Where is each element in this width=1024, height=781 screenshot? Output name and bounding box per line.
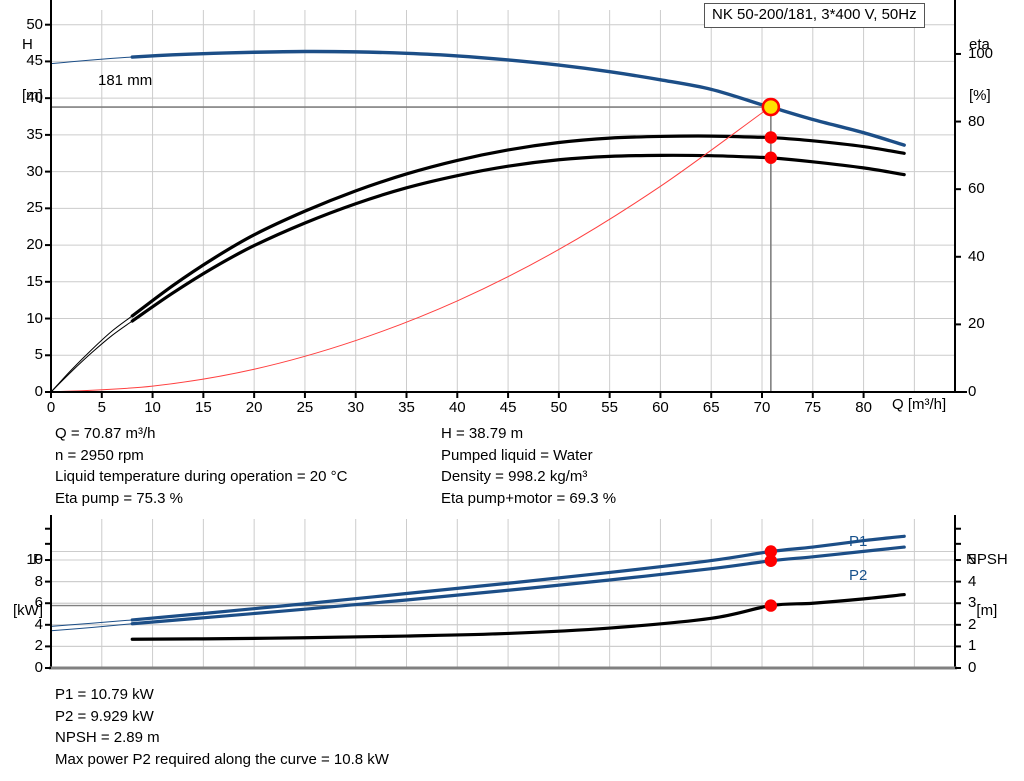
- info-eta-pump: Eta pump = 75.3 %: [55, 489, 183, 507]
- p-axis-title-line1: P: [32, 551, 43, 568]
- npsh-axis-title: NPSH [m]: [966, 517, 1008, 653]
- head-eta-plot: [45, 0, 967, 398]
- q-tick-label: 70: [753, 399, 771, 416]
- info-flow: Q = 70.87 m³/h: [55, 425, 156, 442]
- p-tick-label: 2: [34, 637, 43, 655]
- q-tick-label: 65: [702, 399, 720, 416]
- power-npsh-plot: [45, 515, 961, 670]
- p1-curve-label: P1: [849, 533, 867, 550]
- q-tick-label: 30: [347, 399, 365, 416]
- q-tick-label: 35: [398, 399, 415, 416]
- h-axis-title-line1: H: [22, 36, 33, 53]
- eta-tick-label: 0: [968, 383, 977, 400]
- eta-tick-label: 80: [968, 112, 985, 130]
- eta-axis-title: eta [%]: [969, 2, 991, 138]
- top-info-column-2: H = 38.79 m Pumped liquid = Water Densit…: [441, 423, 616, 509]
- info-p1: P1 = 10.79 kW: [55, 686, 154, 703]
- q-tick-label: 75: [804, 399, 822, 416]
- info-p2: P2 = 9.929 kW: [55, 707, 154, 725]
- impeller-diameter-text: 181 mm: [98, 72, 153, 89]
- top-info-column-1: Q = 70.87 m³/h n = 2950 rpm Liquid tempe…: [55, 423, 347, 509]
- p2-curve-label-text: P2: [849, 567, 868, 584]
- q-tick-label: 5: [97, 399, 106, 416]
- head-eta-chart: 0 5 10 15 20 25 30 35 40 45 50 0 20 40 60 80 100 0 5 10 15 20…: [26, 0, 994, 416]
- q-tick-label: 0: [46, 399, 56, 416]
- h-tick-label: 30: [26, 162, 43, 180]
- p-tick-label: 4: [34, 615, 43, 633]
- eta-tick-label: 20: [968, 315, 985, 333]
- h-tick-label: 40: [26, 89, 43, 107]
- h-tick-label: 10: [26, 309, 43, 327]
- q-tick-label: 15: [195, 399, 212, 416]
- q-axis-label: Q [m³/h]: [892, 396, 946, 413]
- npsh-tick-label: 5: [968, 551, 977, 569]
- eta-tick-label: 100: [968, 44, 994, 62]
- h-tick-label: 50: [26, 15, 43, 33]
- info-speed: n = 2950 rpm: [55, 446, 144, 464]
- pump-title-box: NK 50-200/181, 3*400 V, 50Hz: [704, 3, 925, 28]
- p-tick-label: 8: [34, 572, 43, 590]
- eta-tick-label: 40: [968, 247, 985, 265]
- npsh-axis-title-line1: NPSH: [966, 551, 1008, 568]
- p-axis-title: P [kW]: [13, 517, 43, 653]
- p-axis-title-unit: [kW]: [13, 602, 43, 619]
- npsh-axis-title-unit: [m]: [976, 602, 998, 619]
- h-tick-label: 25: [26, 199, 43, 217]
- q-tick-label: 55: [601, 399, 618, 416]
- info-head: H = 38.79 m: [441, 425, 524, 442]
- q-tick-label: 40: [448, 399, 466, 416]
- h-axis-title: H [m]: [22, 2, 43, 138]
- h-axis-title-unit: [m]: [22, 87, 43, 104]
- eta-axis-title-unit: [%]: [969, 87, 991, 104]
- h-tick-label: 20: [26, 236, 43, 254]
- q-axis-label-text: Q [m³/h]: [892, 396, 947, 413]
- h-tick-label: 5: [34, 346, 43, 364]
- q-tick-label: 25: [296, 399, 314, 416]
- pump-title-text: NK 50-200/181, 3*400 V, 50Hz: [712, 6, 917, 23]
- npsh-tick-label: 2: [968, 615, 977, 633]
- bottom-info-block: P1 = 10.79 kW P2 = 9.929 kW NPSH = 2.89 …: [55, 684, 389, 770]
- h-tick-label: 45: [26, 52, 43, 70]
- q-tick-label: 45: [499, 399, 517, 416]
- q-tick-label: 10: [144, 399, 161, 416]
- info-max-power: Max power P2 required along the curve = …: [55, 750, 389, 768]
- h-tick-label: 35: [26, 125, 43, 143]
- q-tick-label: 20: [245, 399, 263, 416]
- npsh-tick-label: 0: [968, 659, 977, 676]
- info-liquid-temperature: Liquid temperature during operation = 20…: [55, 468, 348, 485]
- p-tick-label: 6: [34, 594, 43, 612]
- p2-curve-label: P2: [849, 567, 867, 584]
- h-tick-label: 0: [34, 383, 43, 400]
- q-tick-label: 60: [652, 399, 669, 416]
- p-tick-label: 10: [26, 551, 43, 569]
- npsh-tick-label: 4: [968, 572, 977, 590]
- eta-tick-label: 60: [968, 180, 985, 198]
- eta-axis-title-line1: eta: [969, 36, 990, 53]
- power-npsh-chart: 0 2 4 6 8 10 0 1 2 3 4 5: [0, 515, 1024, 680]
- p-tick-label: 0: [34, 659, 43, 676]
- h-tick-label: 15: [26, 272, 43, 290]
- npsh-tick-label: 1: [968, 637, 977, 655]
- info-eta-pump-motor: Eta pump+motor = 69.3 %: [441, 489, 617, 507]
- q-tick-label: 50: [550, 399, 568, 416]
- info-pumped-liquid: Pumped liquid = Water: [441, 446, 593, 464]
- info-density: Density = 998.2 kg/m³: [441, 468, 588, 485]
- p1-curve-label-text: P1: [849, 533, 868, 550]
- info-npsh: NPSH = 2.89 m: [55, 729, 160, 746]
- npsh-tick-label: 3: [968, 594, 977, 612]
- q-tick-label: 80: [855, 399, 872, 416]
- impeller-diameter-label: 181 mm: [98, 72, 152, 89]
